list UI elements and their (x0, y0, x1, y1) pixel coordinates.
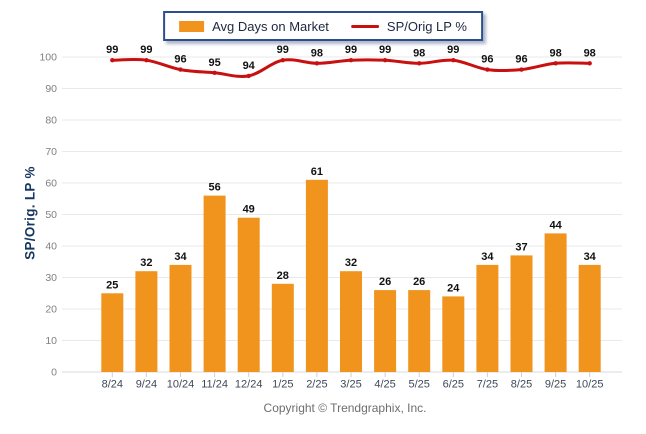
line-point-marker (314, 61, 320, 66)
line-point-marker (110, 58, 115, 63)
x-axis-label: 11/24 (201, 379, 228, 391)
line-point-marker (348, 58, 354, 63)
y-axis-title: SP/Orig. LP % (22, 166, 38, 260)
bar (408, 290, 431, 372)
x-axis-label: 4/25 (374, 379, 395, 391)
line-point-marker (587, 61, 592, 66)
y-tick-label: 30 (45, 272, 57, 284)
line-point-marker (417, 61, 422, 66)
line-point-marker (519, 67, 524, 72)
x-axis-label: 8/24 (102, 379, 123, 391)
line-point-marker (280, 58, 285, 63)
x-axis-label: 10/24 (167, 379, 195, 391)
bar-value-label: 24 (447, 282, 460, 294)
y-tick-label: 100 (39, 52, 57, 64)
x-axis-label: 9/24 (136, 379, 157, 391)
line-value-label: 99 (379, 44, 391, 56)
line-value-label: 94 (243, 60, 256, 72)
bar-value-label: 61 (311, 166, 323, 178)
line-value-label: 98 (311, 47, 323, 59)
line-value-label: 98 (413, 47, 425, 59)
bar-value-label: 44 (549, 219, 562, 231)
x-axis-label: 5/25 (408, 379, 429, 391)
bar-value-label: 26 (413, 276, 425, 288)
bar (442, 296, 465, 372)
bar-value-label: 37 (515, 241, 527, 253)
x-axis-label: 2/25 (306, 379, 327, 391)
line-value-label: 99 (345, 44, 357, 56)
line-series-label: SP/Orig LP % (386, 18, 467, 34)
y-tick-label: 20 (45, 304, 57, 316)
bar-value-label: 34 (174, 251, 187, 263)
line-point-marker (212, 70, 217, 76)
bar (578, 264, 601, 372)
bar (169, 264, 192, 372)
bar-series-label: Avg Days on Market (212, 18, 329, 34)
line-value-label: 96 (481, 54, 493, 66)
line-value-label: 98 (584, 47, 596, 59)
y-tick-label: 0 (51, 367, 57, 379)
bar-value-label: 34 (481, 251, 494, 263)
bar (203, 195, 226, 372)
bar-value-label: 32 (140, 257, 152, 269)
bar-series-swatch-icon (179, 20, 205, 32)
bar (237, 217, 260, 372)
bar-value-label: 26 (379, 276, 391, 288)
line-point-marker (553, 61, 558, 66)
line-value-label: 98 (549, 47, 561, 59)
line-point-marker (246, 73, 251, 79)
x-axis-label: 3/25 (340, 379, 361, 391)
y-tick-label: 70 (45, 146, 57, 158)
y-tick-label: 40 (45, 241, 57, 253)
bar-value-label: 34 (584, 251, 597, 263)
line-point-marker (144, 58, 149, 63)
line-point-marker (178, 67, 183, 72)
x-axis-label: 10/25 (576, 379, 604, 391)
line-value-label: 96 (174, 54, 186, 66)
bar (544, 233, 567, 372)
chart-legend: Avg Days on Market SP/Orig LP % (163, 11, 483, 41)
line-value-label: 99 (140, 44, 152, 56)
bar (135, 271, 158, 372)
line-series-swatch-icon (350, 24, 379, 28)
line-point-marker (382, 58, 388, 63)
bar (374, 290, 397, 372)
x-axis-label: 6/25 (443, 379, 464, 391)
bar-value-label: 28 (277, 270, 289, 282)
line-value-label: 99 (106, 44, 118, 56)
y-tick-label: 90 (45, 83, 57, 95)
bar (101, 293, 124, 372)
bar (271, 283, 294, 372)
y-tick-label: 10 (45, 335, 57, 347)
line-value-label: 99 (277, 44, 289, 56)
x-axis-label: 1/25 (272, 379, 293, 391)
y-tick-label: 60 (45, 178, 57, 190)
line-value-label: 96 (515, 54, 527, 66)
line-value-label: 99 (447, 44, 459, 56)
copyright-text: Copyright © Trendgraphix, Inc. (263, 401, 427, 415)
line-point-marker (451, 58, 456, 63)
y-tick-label: 80 (45, 115, 57, 127)
x-axis-label: 8/25 (511, 379, 532, 391)
bar-value-label: 49 (243, 204, 255, 216)
line-value-label: 95 (208, 57, 220, 69)
bar (305, 179, 328, 372)
bar (510, 255, 533, 372)
y-tick-label: 50 (45, 209, 57, 221)
bar (340, 271, 362, 372)
bar-value-label: 56 (208, 182, 220, 194)
bar (476, 264, 499, 372)
line-point-marker (485, 67, 490, 72)
x-axis-label: 12/24 (235, 379, 263, 391)
x-axis-label: 7/25 (477, 379, 498, 391)
bar-value-label: 32 (345, 257, 357, 269)
bar-value-label: 25 (106, 279, 118, 291)
x-axis-label: 9/25 (545, 379, 566, 391)
